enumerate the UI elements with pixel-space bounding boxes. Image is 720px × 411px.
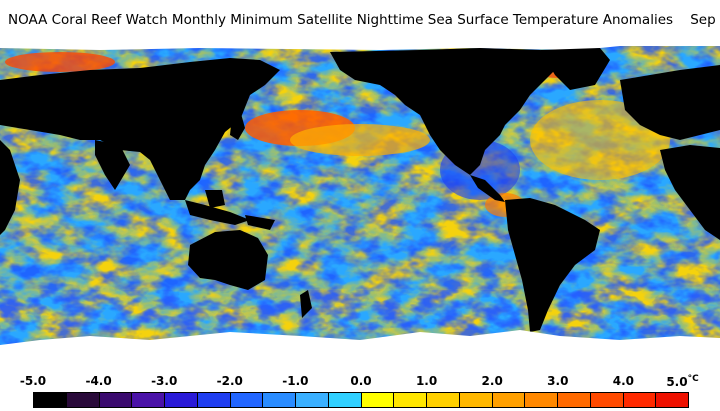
new-zealand-land [300,290,312,318]
europe-land [620,65,720,140]
colorbar-swatch [66,393,100,407]
colorbar-tick-label: 3.0 [547,374,569,388]
north-pacific-warm [290,124,430,156]
colorbar-swatch [656,393,688,407]
africa-land [0,140,20,235]
colorbar-swatch [361,393,395,407]
colorbar-tick-label: -2.0 [216,374,243,388]
new-guinea-land [245,215,275,230]
colorbar-swatch [558,393,591,407]
colorbar-swatch [99,393,133,407]
colorbar-tick-label: 0.0 [350,374,372,388]
map-title: NOAA Coral Reef Watch Monthly Minimum Sa… [8,12,720,28]
colorbar-tick-label: 1.0 [415,374,438,388]
colorbar-swatch [427,393,460,407]
south-america-land [505,198,600,332]
colorbar-swatch [165,393,198,407]
colorbar-swatch [230,393,264,407]
sst-anomaly-map [0,40,720,370]
legend-tick-labels: -5.0 -4.0 -3.0 -2.0 -1.0 0.0 1.0 2.0 3.0 4.0 5.0°C [0,374,720,392]
colorbar-swatch [623,393,657,407]
colorbar-tick-label: -1.0 [282,374,309,388]
north-america-land [330,48,560,175]
colorbar-swatch [34,393,67,407]
colorbar-swatch [394,393,427,407]
colorbar-tick-label: -5.0 [19,374,47,388]
borneo-land [205,190,225,208]
greenland-land [540,48,610,90]
colorbar [33,392,689,408]
southern-ocean-band [0,290,720,330]
japan-land [230,110,245,140]
central-america-land [470,175,505,202]
colorbar-swatch [197,393,231,407]
india-land [95,140,130,190]
indonesia-land [185,200,250,225]
colorbar-swatch [590,393,624,407]
australia-land [188,230,268,290]
colorbar-tick-label: 4.0 [612,374,635,388]
colorbar-tick-label: 5.0°C [666,374,699,389]
africa-right-land [660,145,720,240]
colorbar-tick-label: 2.0 [481,374,503,388]
colorbar-swatch [492,393,526,407]
antarctica-ice [0,330,720,370]
colorbar-tick-label: -4.0 [85,374,112,388]
colorbar-swatch [296,393,329,407]
colorbar-swatch [328,393,362,407]
colorbar-unit: °C [687,374,699,384]
colorbar-tick-label: -3.0 [151,374,178,388]
arctic-ice [0,40,720,50]
colorbar-swatch [263,393,296,407]
colorbar-swatch [525,393,558,407]
colorbar-swatch [459,393,493,407]
colorbar-swatch [132,393,165,407]
asia-land [0,58,280,200]
land-masses [0,48,720,332]
arctic-hot [5,52,115,72]
